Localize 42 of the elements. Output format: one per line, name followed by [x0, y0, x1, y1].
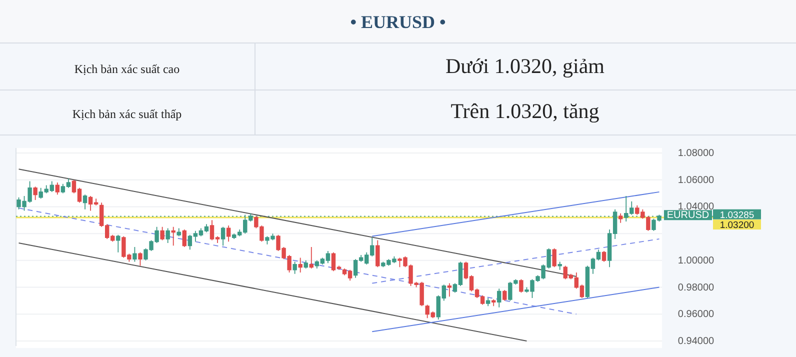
candlestick — [486, 298, 490, 307]
ref-line-label: 1.03200 — [720, 220, 754, 232]
legend-label: EURUSD — [666, 210, 710, 222]
candlestick — [171, 226, 176, 246]
candlestick — [166, 228, 170, 244]
candlestick — [497, 288, 502, 308]
candlestick — [618, 212, 623, 224]
candlestick — [132, 246, 137, 262]
candlestick — [602, 250, 606, 262]
candlestick — [55, 182, 60, 196]
candlestick — [304, 260, 308, 269]
candlestick — [502, 290, 507, 302]
ref-line-label: 1.03285 — [720, 210, 754, 221]
y-tick-label: 0.98000 — [678, 282, 715, 294]
y-tick-label: 1.00000 — [678, 255, 715, 266]
y-tick-label: 0.94000 — [678, 336, 715, 347]
y-tick-label: 1.06000 — [678, 174, 715, 186]
candlestick — [82, 194, 88, 210]
candlestick — [160, 226, 164, 241]
y-tick-label: 1.08000 — [678, 148, 715, 159]
candlestick — [182, 229, 187, 248]
candlestick — [220, 226, 226, 246]
candlestick — [33, 186, 38, 200]
candlestick — [376, 240, 380, 268]
candlestick — [138, 252, 142, 266]
candlestick — [558, 261, 562, 270]
candlestick — [552, 248, 556, 268]
candlestick — [447, 282, 452, 298]
text: Kịch bản xác suất cao — [74, 62, 180, 76]
candlestick — [116, 234, 120, 253]
text: Dưới 1.0320, giảm — [446, 54, 604, 78]
candlestick — [298, 257, 302, 273]
candlestick — [491, 298, 496, 307]
candlestick — [309, 246, 314, 269]
chart-title: • EURUSD • — [350, 12, 446, 32]
candlestick — [292, 261, 297, 274]
candlestick — [226, 225, 231, 242]
text: Trên 1.0320, tăng — [450, 99, 600, 123]
y-tick-label: 0.96000 — [678, 309, 715, 320]
candlestick — [176, 228, 181, 237]
text: Kịch bản xác suất thấp — [72, 107, 182, 121]
candlestick — [519, 278, 524, 294]
